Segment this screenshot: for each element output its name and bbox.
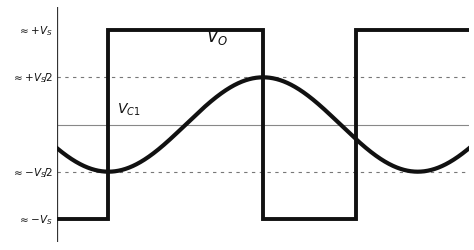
Text: $\approx\!-\!V_S\!/\!2$: $\approx\!-\!V_S\!/\!2$ xyxy=(11,165,53,179)
Text: $\it{V_O}$: $\it{V_O}$ xyxy=(206,27,228,47)
Text: $\approx\!+\!V_S$: $\approx\!+\!V_S$ xyxy=(17,24,53,38)
Text: $\approx\!+\!V_S\!/\!2$: $\approx\!+\!V_S\!/\!2$ xyxy=(11,71,53,85)
Text: $\approx\!-\!V_S$: $\approx\!-\!V_S$ xyxy=(17,212,53,226)
Text: $\it{V_{C1}}$: $\it{V_{C1}}$ xyxy=(117,101,140,117)
